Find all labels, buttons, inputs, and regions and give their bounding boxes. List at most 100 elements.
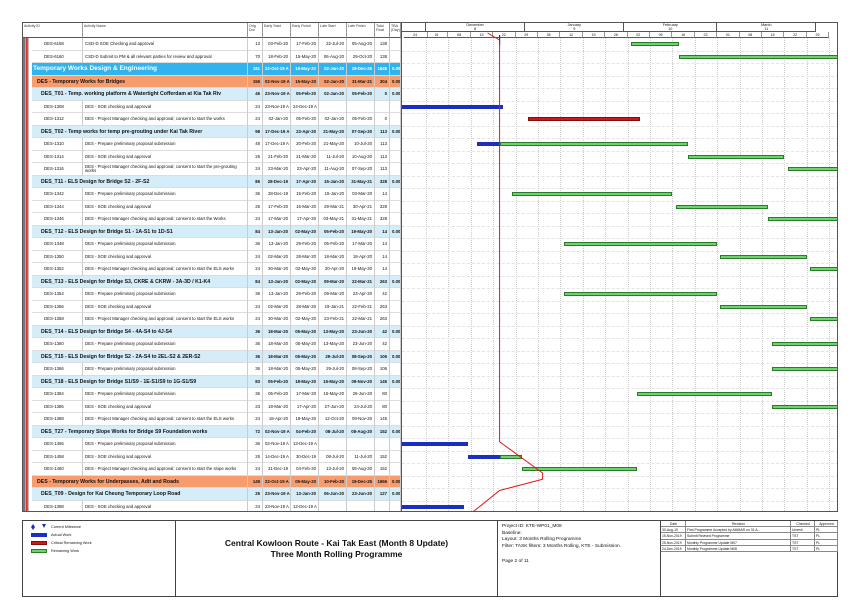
activity-row[interactable]: DES-1460 DES - Project Manager checking a…	[23, 463, 401, 476]
activity-row[interactable]: DES-1358 DES - Project Manager checking a…	[23, 313, 401, 326]
remaining-work-bar[interactable]	[771, 342, 837, 346]
actual-work-bar[interactable]	[467, 454, 500, 459]
remaining-work-bar[interactable]	[637, 392, 772, 396]
report-subtitle: Three Month Rolling Programme	[270, 549, 403, 559]
wbs-summary-row[interactable]: DES_T15 - ELS Design for Bridge S2 - 2A-…	[23, 350, 401, 363]
cell-es: 23-Nov-19 A	[263, 88, 291, 101]
remaining-work-bar[interactable]	[499, 454, 522, 459]
remaining-work-bar[interactable]	[563, 292, 718, 296]
cell-lf: 05-Feb-20	[347, 88, 375, 101]
actual-work-bar[interactable]	[477, 142, 500, 146]
wbs-summary-row[interactable]: DES_T18 - ELS Design for Bridge S1/S9 - …	[23, 375, 401, 388]
actual-work-bar[interactable]	[402, 104, 503, 109]
column-header-name[interactable]: Activity Name	[83, 23, 248, 38]
wbs-summary-row[interactable]: DES_T13 - ELS Design for Bridge S3, CKRE…	[23, 275, 401, 288]
column-header-lf[interactable]: Late Finish	[347, 23, 375, 38]
wbs-summary-row[interactable]: Temporary Works Design & Engineering 161 2…	[23, 63, 401, 76]
remaining-work-bar[interactable]	[688, 154, 785, 159]
remaining-work-bar[interactable]	[522, 467, 638, 471]
wbs-summary-row[interactable]: DES_T12 - ELS Design for Bridge S1 - 1A-…	[23, 225, 401, 238]
wbs-summary-row[interactable]: DES_T09 - Design for Kai Cheung Temporar…	[23, 488, 401, 501]
row-gridline	[402, 288, 837, 289]
wbs-summary-row[interactable]: DES_T27 - Temporary Slope Works for Brid…	[23, 425, 401, 438]
cell-dur: 25	[248, 450, 263, 463]
activity-row[interactable]: DES-1344 DES - SOE checking and approval 2…	[23, 200, 401, 213]
activity-row[interactable]: DES-6160 CSD-D Submit to PM & all relevan…	[23, 50, 401, 63]
cell-ef: 23-Apr-20	[291, 125, 319, 138]
cell-dur: 46	[248, 88, 263, 101]
remaining-work-bar[interactable]	[810, 317, 837, 321]
activity-row[interactable]: DES-1348 DES - Prepare preliminary propos…	[23, 238, 401, 251]
column-header-tf[interactable]: Total Float	[375, 23, 390, 38]
column-header-tba[interactable]: TBA (Day)	[390, 23, 401, 38]
cell-lf: 22-Mar-21	[347, 275, 375, 288]
remaining-work-bar[interactable]	[771, 367, 837, 371]
activity-row[interactable]: DES-1312 DES - Project Manager checking a…	[23, 113, 401, 126]
activity-row[interactable]: DES-1342 DES - Prepare preliminary propos…	[23, 188, 401, 201]
activity-id: DES-1398	[23, 500, 83, 511]
remaining-work-bar[interactable]	[720, 304, 807, 309]
activity-row[interactable]: DES-1386 DES - SOE checking and approval 2…	[23, 400, 401, 413]
column-header-dur[interactable]: Orig Dur	[248, 23, 263, 38]
remaining-work-bar[interactable]	[630, 42, 679, 46]
wbs-summary-row[interactable]: DES - Temporary Works for Underpasses, A…	[23, 475, 401, 488]
remaining-work-bar[interactable]	[810, 267, 837, 271]
critical-work-bar[interactable]	[528, 117, 641, 121]
activity-row[interactable]: DES-1350 DES - SOE checking and approval 2…	[23, 250, 401, 263]
cell-dur: 36	[248, 325, 263, 338]
activity-row[interactable]: DES-1314 DES - SOE checking and approval 2…	[23, 150, 401, 163]
cell-ls: 29-Jul-20	[319, 363, 347, 376]
cell-es: 02-Mar-20	[263, 250, 291, 263]
wbs-summary-row[interactable]: DES_T02 - Temp works for temp pre-grouti…	[23, 125, 401, 138]
cell-dur: 98	[248, 125, 263, 138]
month-label: January	[567, 23, 582, 27]
cell-ls: 27-Jun-20	[319, 400, 347, 413]
column-header-ls[interactable]: Late Start	[319, 23, 347, 38]
activity-row[interactable]: DES-6158 CSD-D SOE Checking and approval 1…	[23, 38, 401, 51]
wbs-summary-row[interactable]: DES_T14 - ELS Design for Bridge S4 - 4A-…	[23, 325, 401, 338]
activity-row[interactable]: DES-1360 DES - Prepare preliminary propos…	[23, 338, 401, 351]
activity-row[interactable]: DES-1308 DES - SOE checking and approval 2…	[23, 100, 401, 113]
remaining-work-bar[interactable]	[787, 167, 837, 171]
remaining-work-bar[interactable]	[720, 254, 807, 259]
remaining-work-bar[interactable]	[512, 192, 673, 196]
column-header-id[interactable]: Activity ID	[23, 23, 83, 38]
column-header-ef[interactable]: Early Finish	[291, 23, 319, 38]
activity-row[interactable]: DES-1354 DES - Prepare preliminary propos…	[23, 288, 401, 301]
cell-ls: 18-Mar-20	[319, 250, 347, 263]
remaining-work-bar[interactable]	[768, 217, 837, 221]
activity-row[interactable]: DES-1356 DES - SOE checking and approval 2…	[23, 300, 401, 313]
cell-tba	[390, 38, 401, 51]
activity-row[interactable]: DES-1384 DES - Prepare preliminary propos…	[23, 388, 401, 401]
cell-es: 30-Mar-20	[263, 313, 291, 326]
activity-row[interactable]: DES-1388 DES - Project Manager checking a…	[23, 413, 401, 426]
cell-es: 23-Nov-19 A	[263, 500, 291, 511]
activity-row[interactable]: DES-1346 DES - Project Manager checking a…	[23, 213, 401, 226]
activity-name: DES - Project Manager checking and appro…	[83, 413, 248, 426]
remaining-work-bar[interactable]	[771, 404, 837, 409]
actual-work-bar[interactable]	[402, 504, 465, 509]
actual-work-bar[interactable]	[402, 442, 468, 446]
legend-remaining: Remaining Work	[31, 547, 79, 554]
wbs-summary-row[interactable]: DES_T11 - ELS Design for Bridge S2 - 2F-…	[23, 175, 401, 188]
activity-row[interactable]: DES-1458 DES - SOE checking and approval 2…	[23, 450, 401, 463]
column-header-es[interactable]: Early Start	[263, 23, 291, 38]
cell-ls: 09-Mar-20	[319, 275, 347, 288]
revision-cell: PL	[815, 539, 838, 546]
activity-row[interactable]: DES-1366 DES - Prepare preliminary propos…	[23, 363, 401, 376]
activity-row[interactable]: DES-1456 DES - Prepare preliminary propos…	[23, 438, 401, 451]
wbs-summary-row[interactable]: DES - Temporary Works for Bridges 155 02-N…	[23, 75, 401, 88]
week-label: 08	[739, 32, 762, 38]
remaining-work-bar[interactable]	[675, 204, 769, 209]
cell-ls: 15-Jan-20	[319, 175, 347, 188]
activity-row[interactable]: DES-1398 DES - SOE checking and approval 2…	[23, 500, 401, 511]
remaining-work-bar[interactable]	[678, 54, 837, 59]
cell-ls: 08-Jul-20	[319, 425, 347, 438]
activity-row[interactable]: DES-1352 DES - Project Manager checking a…	[23, 263, 401, 276]
activity-row[interactable]: DES-1310 DES - Prepare preliminary propos…	[23, 138, 401, 151]
remaining-work-bar[interactable]	[563, 242, 718, 246]
revision-cell: PL	[815, 533, 838, 540]
activity-row[interactable]: DES-1316 DES - Project Manager checking a…	[23, 163, 401, 176]
activity-name: DES - Prepare preliminary proposal submi…	[83, 363, 248, 376]
wbs-summary-row[interactable]: DES_T01 - Temp. working platform & Water…	[23, 88, 401, 101]
